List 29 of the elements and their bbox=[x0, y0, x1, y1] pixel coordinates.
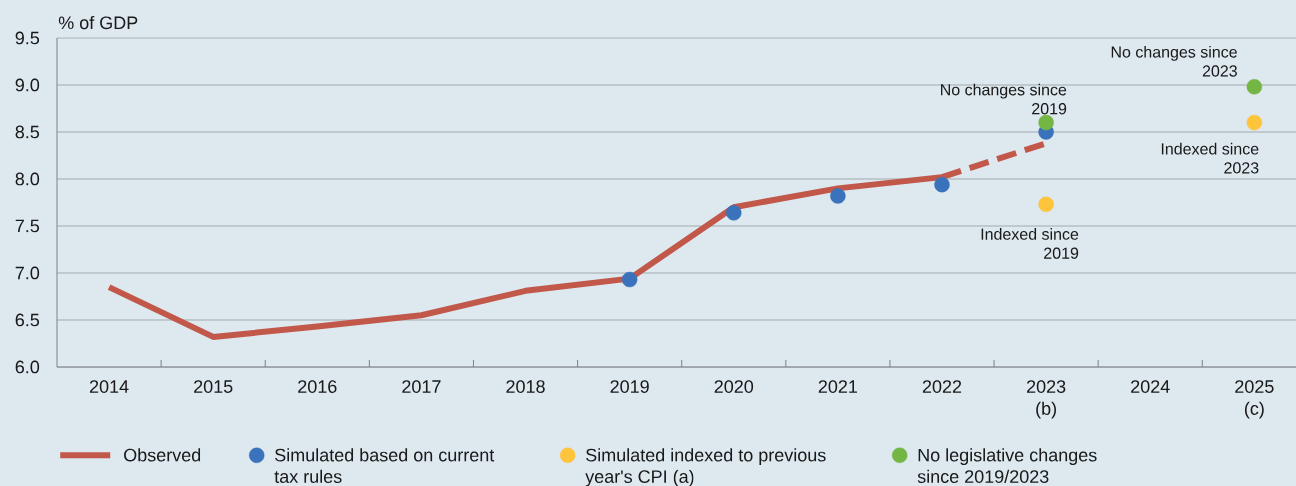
x-tick-label: 2018 bbox=[506, 380, 545, 393]
y-tick-label: 9.0 bbox=[15, 78, 40, 92]
annotation: No changes since 2019 bbox=[941, 83, 1067, 115]
y-tick-label: 9.5 bbox=[15, 31, 40, 45]
x-tick-label: 2017 bbox=[402, 380, 441, 393]
x-tick-label: 2022 bbox=[922, 380, 962, 393]
y-tick-label: 7.5 bbox=[15, 219, 40, 233]
x-tick-label: 2023 (b) bbox=[1027, 380, 1066, 419]
x-tick-label: 2014 bbox=[89, 380, 129, 393]
x-tick-label: 2020 bbox=[714, 380, 754, 393]
y-tick-label: 6.5 bbox=[15, 313, 40, 327]
x-tick-label: 2016 bbox=[298, 380, 337, 393]
x-tick-label: 2019 bbox=[610, 380, 649, 393]
y-tick-label: 8.5 bbox=[15, 125, 40, 139]
y-tick-label: 8.0 bbox=[15, 172, 40, 186]
legend-label: Observed bbox=[124, 448, 201, 462]
x-tick-label: 2021 bbox=[818, 380, 858, 393]
x-tick-label: 2024 bbox=[1131, 380, 1170, 393]
annotation: Indexed since 2019 bbox=[981, 228, 1079, 259]
x-tick-label: 2025 (c) bbox=[1235, 380, 1274, 419]
x-tick-label: 2015 bbox=[194, 380, 233, 393]
legend-label: Simulated based on current tax rules bbox=[274, 448, 495, 483]
legend-label: No legislative changes since 2019/2023 bbox=[917, 448, 1097, 483]
legend-label: Simulated indexed to previous year's CPI (a) bbox=[585, 448, 826, 486]
y-tick-label: 7.0 bbox=[15, 266, 40, 280]
y-axis-title: % of GDP bbox=[58, 15, 138, 30]
annotation: Indexed since 2023 bbox=[1161, 142, 1259, 174]
annotation: No changes since 2023 bbox=[1111, 45, 1237, 77]
y-tick-label: 6.0 bbox=[15, 360, 40, 374]
